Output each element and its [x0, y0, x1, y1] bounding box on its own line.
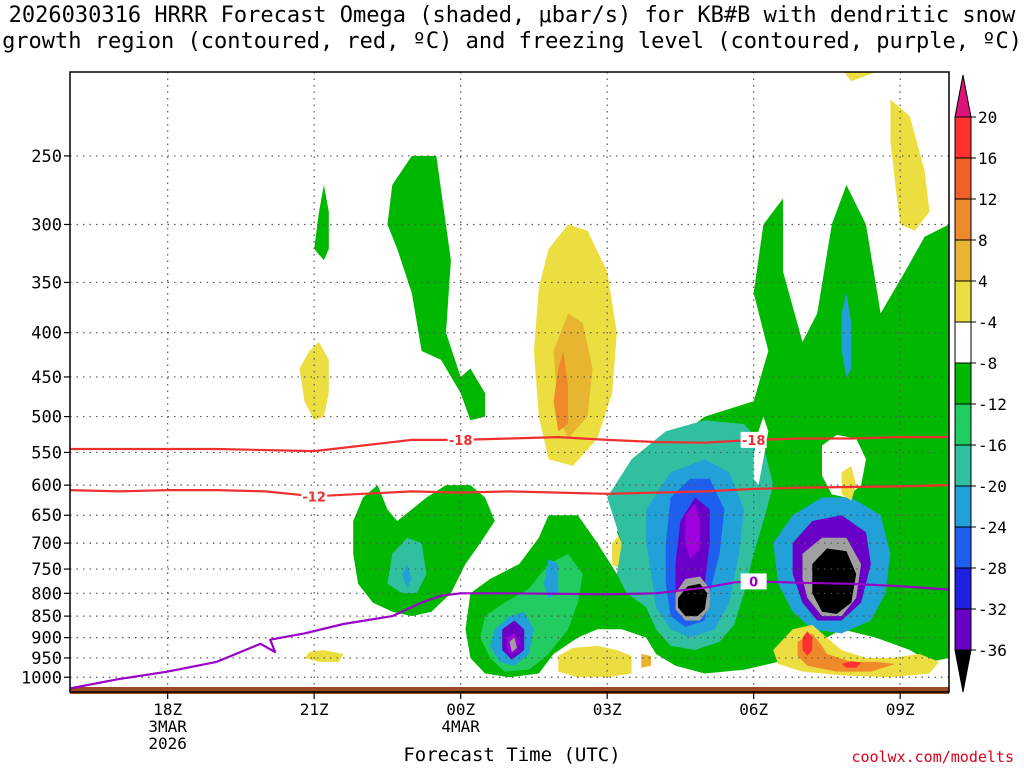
omega-cell — [841, 465, 857, 501]
colorbar-bin — [954, 239, 972, 282]
contour-minus18-label: -18 — [449, 434, 473, 449]
omega-cell — [678, 583, 708, 617]
y-tick-label: 850 — [31, 607, 62, 627]
colorbar-tick-label: -8 — [978, 354, 997, 373]
x-tick-label: 03Z — [593, 700, 622, 719]
freezing-level-contour-label-bg — [740, 573, 767, 590]
colorbar-tick-label: 20 — [978, 108, 997, 127]
colorbar-tick-label: 16 — [978, 149, 997, 168]
omega-cell — [387, 155, 486, 421]
y-tick-label: 400 — [31, 324, 62, 344]
omega-cell — [543, 558, 559, 598]
colorbar-tick-label: 8 — [978, 231, 988, 250]
omega-cell — [304, 650, 344, 662]
colorbar-tick-label: -28 — [978, 559, 1007, 578]
colorbar-bin — [954, 116, 972, 159]
colorbar-tick-label: -32 — [978, 600, 1007, 619]
colorbar-tick-label: -4 — [978, 313, 997, 332]
x-tick-label: 09Z — [886, 700, 915, 719]
omega-cell — [509, 637, 517, 652]
y-tick-label: 450 — [31, 368, 62, 388]
y-tick-label: 750 — [31, 560, 62, 580]
colorbar-bin — [954, 198, 972, 241]
colorbar-tick-label: -16 — [978, 436, 1007, 455]
chart-title-line2: growth region (contoured, red, ºC) and f… — [2, 29, 1022, 54]
x-tick-label: 06Z — [739, 700, 768, 719]
contour-minus18-label-bg — [740, 431, 767, 448]
colorbar-bin — [954, 526, 972, 569]
omega-cell — [553, 351, 569, 432]
omega-cell — [841, 293, 852, 377]
colorbar-tick-label: -20 — [978, 477, 1007, 496]
x-tick-label: 3MAR — [148, 717, 187, 736]
colorbar-top-arrow — [954, 74, 972, 118]
y-axis: 2503003504004505005506006507007508008509… — [21, 147, 70, 688]
contour-minus12-label: -12 — [302, 490, 326, 505]
y-tick-label: 550 — [31, 443, 62, 463]
y-tick-label: 1000 — [21, 668, 62, 688]
y-tick-label: 700 — [31, 534, 62, 554]
x-tick-label: 2026 — [148, 734, 187, 753]
colorbar-bin — [954, 157, 972, 200]
omega-cell — [797, 633, 896, 672]
contour-minus12-label-bg — [301, 488, 328, 505]
colorbar-bin — [954, 608, 972, 651]
colorbar-tick-label: -12 — [978, 395, 1007, 414]
colorbar-bin — [954, 444, 972, 487]
omega-cell — [890, 99, 930, 231]
credit-text: coolwx.com/modelts — [851, 748, 1014, 766]
x-tick-label: 21Z — [300, 700, 329, 719]
contour-minus12 — [70, 484, 949, 498]
colorbar-bin — [954, 280, 972, 323]
colorbar-bottom-arrow — [954, 649, 972, 693]
y-tick-label: 500 — [31, 408, 62, 428]
y-tick-label: 650 — [31, 506, 62, 526]
omega-cell — [402, 564, 412, 589]
omega-cell — [641, 654, 652, 668]
colorbar-tick-label: -24 — [978, 518, 1007, 537]
x-tick-label: 00Z — [446, 700, 475, 719]
colorbar-bin — [954, 403, 972, 446]
colorbar-tick-label: -36 — [978, 641, 1007, 660]
colorbar-tick-label: 4 — [978, 272, 988, 291]
omega-cell — [558, 645, 632, 678]
colorbar-tick-label: 12 — [978, 190, 997, 209]
omega-cell — [314, 184, 329, 261]
contour-minus18-label-bg — [447, 431, 474, 448]
plot-frame — [69, 71, 950, 693]
omega-shading — [299, 72, 949, 678]
y-tick-label: 800 — [31, 584, 62, 604]
omega-cell — [685, 503, 700, 559]
contour-minus18 — [70, 436, 949, 453]
chart-title-line1: 2026030316 HRRR Forecast Omega (shaded, … — [8, 3, 1016, 28]
omega-colorbar: 20 16 12 8 4 -4 -8 -12 -16 -20 -24 -28 -32 -36 — [954, 74, 1007, 693]
contour-lines: -18 -18 -12 0 — [70, 431, 949, 690]
x-tick-label: 4MAR — [441, 717, 480, 736]
contour-minus18-label: -18 — [742, 434, 766, 449]
omega-cell — [299, 342, 329, 421]
y-tick-label: 350 — [31, 273, 62, 293]
colorbar-bin — [954, 485, 972, 528]
colorbar-bin — [954, 362, 972, 405]
ground-surface-bar — [70, 687, 949, 694]
colorbar-bin — [954, 321, 972, 364]
x-axis-label: Forecast Time (UTC) — [403, 744, 621, 766]
omega-cell — [844, 72, 876, 82]
x-tick-label: 18Z — [153, 700, 182, 719]
omega-cell — [812, 548, 857, 614]
colorbar-bin — [954, 567, 972, 610]
y-tick-label: 900 — [31, 629, 62, 649]
y-tick-label: 250 — [31, 147, 62, 167]
y-tick-label: 300 — [31, 215, 62, 235]
y-tick-label: 600 — [31, 476, 62, 496]
omega-cell — [841, 661, 862, 668]
y-tick-label: 950 — [31, 649, 62, 669]
freezing-level-contour-label: 0 — [749, 575, 758, 590]
